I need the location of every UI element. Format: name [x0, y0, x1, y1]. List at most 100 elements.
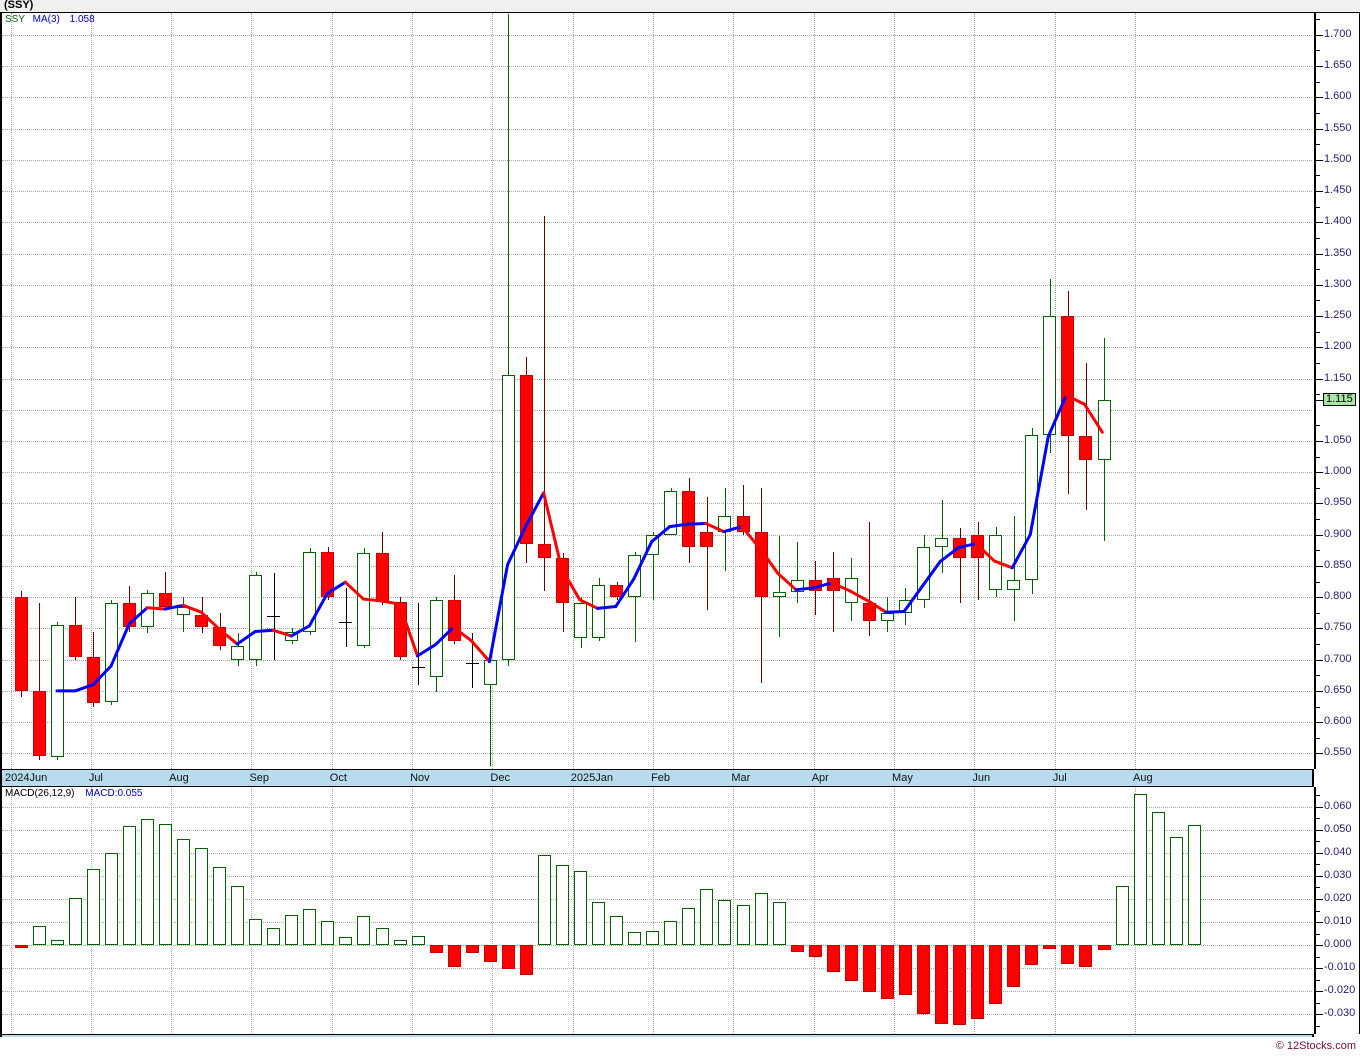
gridline-vertical [733, 787, 735, 1034]
gridline-horizontal [2, 565, 1312, 567]
macd-histogram-bar [104, 852, 118, 946]
macd-histogram-bar [1079, 945, 1093, 968]
candle-body [826, 578, 840, 591]
price-axis-tick-label: 1.050 [1324, 433, 1352, 446]
macd-histogram-bar [592, 902, 606, 946]
candle-body [953, 537, 967, 559]
gridline-vertical [572, 13, 574, 769]
gridline-vertical [492, 13, 494, 769]
macd-chart-panel: MACD(26,12,9) MACD:0.055 0.060 0.050 0.040… [0, 787, 1360, 1034]
candle-body [808, 579, 822, 591]
gridline-horizontal [2, 829, 1312, 831]
macd-histogram-bar [393, 940, 407, 946]
gridline-vertical [653, 13, 655, 769]
candle-body [14, 597, 28, 691]
footer: © 12Stocks.com [0, 1037, 1360, 1056]
macd-histogram-bar [574, 871, 588, 946]
macd-histogram-bar [1097, 945, 1111, 951]
macd-histogram-bar [158, 823, 172, 946]
macd-legend-value: MACD:0.055 [85, 788, 143, 799]
macd-histogram-bar [844, 945, 858, 981]
macd-histogram-bar [465, 945, 479, 954]
gridline-vertical [1135, 13, 1136, 769]
macd-histogram-bar [429, 945, 443, 953]
macd-histogram-bar [610, 916, 624, 946]
candle-body [718, 515, 732, 532]
macd-axis-tick-label: 0.030 [1324, 868, 1352, 881]
macd-histogram-bar [898, 945, 912, 995]
legend-ma-value: 1.058 [69, 14, 95, 25]
candle-wick [653, 531, 654, 601]
price-axis-tick-label: 1.250 [1324, 309, 1352, 322]
macd-histogram-bar [682, 908, 696, 946]
macd-histogram-bar [375, 927, 389, 946]
date-axis-label: Aug [169, 772, 189, 784]
price-y-axis: 1.700 1.650 1.600 1.550 1.500 1.450 1.400 1.350… [1314, 13, 1360, 769]
macd-histogram-bar [483, 945, 497, 963]
price-axis-tick-label: 1.700 [1324, 27, 1352, 40]
candle-body [898, 600, 912, 613]
candle-body [592, 584, 606, 638]
macd-histogram-bar [447, 945, 461, 968]
candle-wick [960, 528, 961, 604]
candle-wick [833, 552, 834, 632]
macd-histogram-bar [249, 918, 263, 946]
price-axis-tick-label: 1.650 [1324, 59, 1352, 72]
macd-histogram-bar [411, 935, 425, 946]
macd-axis-tick-label: -0.030 [1324, 1007, 1356, 1020]
macd-histogram-bar [1043, 945, 1057, 949]
gridline-vertical [412, 13, 414, 769]
candle-body [736, 515, 750, 532]
gridline-vertical [813, 13, 815, 769]
price-axis-tick-label: 1.500 [1324, 152, 1352, 165]
date-strip-top-pad [1312, 769, 1360, 787]
candle-body [646, 534, 660, 555]
macd-histogram-bar [14, 945, 28, 948]
gridline-vertical [733, 13, 735, 769]
candle-body [1097, 400, 1111, 460]
macd-legend-label: MACD(26,12,9) [5, 788, 75, 799]
date-axis-label: Feb [651, 772, 671, 784]
candle-body [465, 662, 479, 664]
macd-histogram-bar [646, 930, 660, 946]
macd-histogram-bar [1151, 812, 1165, 946]
price-axis-tick-label: 0.800 [1324, 590, 1352, 603]
date-axis-label: Nov [410, 772, 430, 784]
candle-body [610, 584, 624, 598]
candle-wick [418, 603, 419, 685]
macd-histogram-bar [357, 916, 371, 946]
macd-histogram-bar [790, 945, 804, 952]
candle-body [68, 625, 82, 657]
date-axis-label: Mar [731, 772, 751, 784]
macd-histogram-bar [86, 868, 100, 946]
macd-histogram-bar [231, 886, 245, 946]
gridline-vertical [894, 13, 896, 769]
price-axis-tick-label: 1.150 [1324, 371, 1352, 384]
gridline-horizontal [2, 472, 1312, 474]
gridline-horizontal [2, 66, 1312, 68]
macd-histogram-bar [1061, 945, 1075, 964]
price-axis-tick-label: 0.950 [1324, 496, 1352, 509]
candle-body [628, 554, 642, 598]
candle-body [935, 537, 949, 548]
candle-body [104, 603, 118, 703]
gridline-horizontal [2, 316, 1312, 318]
macd-histogram-bar [213, 866, 227, 946]
price-axis-tick-label: 0.650 [1324, 683, 1352, 696]
price-axis-tick-label: 0.550 [1324, 746, 1352, 759]
candle-wick [743, 484, 744, 535]
candle-wick [39, 603, 40, 760]
ma-segment-falling [470, 639, 492, 664]
candle-body [1025, 434, 1039, 580]
gridline-horizontal [2, 597, 1312, 599]
candle-wick [779, 535, 780, 637]
macd-histogram-bar [1187, 825, 1201, 946]
macd-histogram-bar [826, 945, 840, 972]
macd-y-axis: 0.060 0.050 0.040 0.030 0.020 0.010 0.000 -0.01… [1314, 787, 1360, 1034]
date-axis-label: Jul [88, 772, 103, 784]
macd-axis-tick-label: 0.010 [1324, 915, 1352, 928]
gridline-vertical [813, 787, 815, 1034]
candle-body [140, 593, 154, 628]
price-axis-tick-label: 1.300 [1324, 277, 1352, 290]
gridline-horizontal [2, 991, 1312, 993]
